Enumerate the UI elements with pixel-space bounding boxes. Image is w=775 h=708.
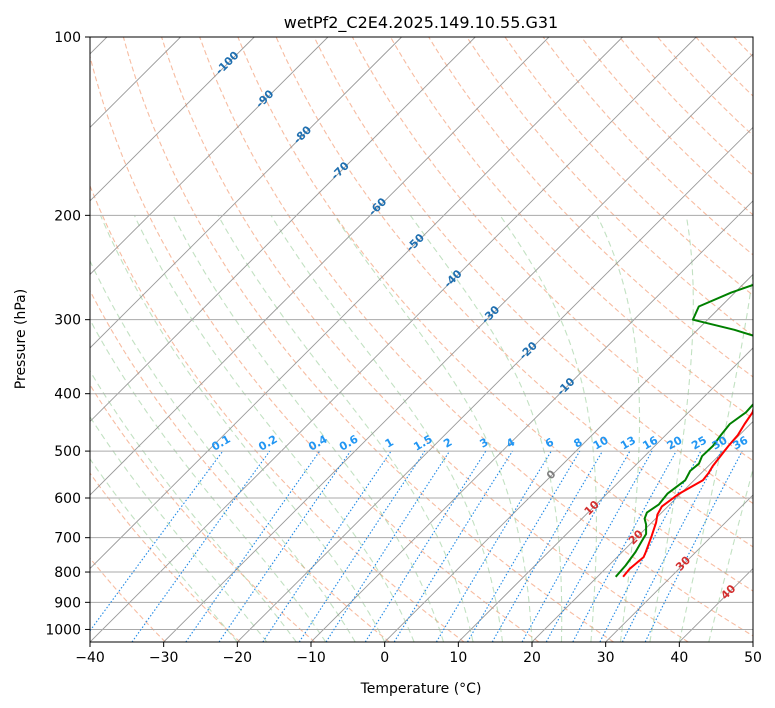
mixing-ratio-line bbox=[364, 450, 487, 642]
dry-adiabat bbox=[313, 37, 753, 505]
moist-adiabat bbox=[333, 214, 533, 642]
isotherm-line bbox=[163, 53, 753, 642]
moist-adiabat bbox=[99, 215, 386, 642]
y-tick-label: 300 bbox=[54, 313, 81, 329]
isotherm-line bbox=[90, 37, 550, 496]
chart-title: wetPf2_C2E4.2025.149.10.55.G31 bbox=[284, 13, 558, 33]
isotherm-line bbox=[90, 37, 476, 423]
x-tick-label: −30 bbox=[149, 650, 179, 666]
mixing-ratio-line bbox=[521, 450, 631, 642]
y-tick-label: 800 bbox=[54, 565, 81, 581]
isotherm-line bbox=[458, 347, 753, 642]
x-tick-label: 30 bbox=[597, 650, 615, 666]
isotherm-line bbox=[90, 37, 623, 570]
moist-adiabat bbox=[649, 215, 694, 642]
isotherm-line bbox=[90, 37, 329, 276]
y-axis-label: Pressure (hPa) bbox=[13, 289, 29, 389]
y-tick-label: 700 bbox=[54, 531, 81, 547]
x-tick-label: −10 bbox=[296, 650, 326, 666]
moist-adiabat bbox=[90, 259, 356, 642]
mixing-ratio-line bbox=[491, 450, 603, 642]
y-tick-label: 100 bbox=[54, 30, 81, 46]
mixing-ratio-line bbox=[131, 450, 271, 642]
dry-adiabat bbox=[90, 54, 540, 642]
mixing-ratio-line bbox=[545, 450, 653, 642]
mixing-ratio-line bbox=[621, 450, 722, 642]
dewpoint-profile bbox=[614, 283, 753, 578]
x-tick-label: −20 bbox=[223, 650, 253, 666]
dry-adiabat bbox=[90, 289, 390, 642]
y-tick-label: 200 bbox=[54, 208, 81, 224]
isotherm-line bbox=[384, 273, 753, 642]
y-tick-label: 500 bbox=[54, 444, 81, 460]
dry-adiabat bbox=[580, 37, 753, 216]
moist-adiabat bbox=[172, 215, 445, 642]
mixing-ratio-line bbox=[185, 450, 321, 642]
y-tick-label: 600 bbox=[54, 491, 81, 507]
mixing-ratio-line bbox=[298, 450, 426, 642]
isotherm-line bbox=[531, 420, 753, 642]
moist-adiabat bbox=[678, 270, 753, 642]
mixing-ratio-line bbox=[644, 450, 743, 642]
x-tick-label: 40 bbox=[670, 650, 688, 666]
moist-adiabat bbox=[133, 215, 415, 642]
x-tick-label: 10 bbox=[449, 650, 467, 666]
mixing-ratio-line bbox=[393, 450, 513, 642]
moist-adiabat bbox=[270, 215, 504, 642]
dry-adiabat bbox=[122, 37, 614, 642]
mixing-ratio-line bbox=[599, 450, 702, 642]
moist-adiabat bbox=[409, 214, 563, 642]
y-axis: 100 200 300 400 500 600 700 800 900 1000 bbox=[45, 30, 90, 638]
moist-adiabat bbox=[596, 215, 641, 642]
isotherm-line bbox=[237, 126, 753, 642]
plot-frame bbox=[89, 36, 754, 643]
mixing-ratio-line bbox=[572, 450, 677, 642]
dry-adiabat bbox=[90, 472, 241, 642]
dry-adiabat bbox=[161, 37, 689, 642]
x-axis: −40 −30 −20 −10 0 10 20 30 40 50 bbox=[75, 642, 762, 666]
moist-adiabat bbox=[90, 458, 238, 642]
dry-adiabat bbox=[466, 37, 753, 337]
x-tick-label: −40 bbox=[75, 650, 105, 666]
dry-adiabat bbox=[351, 37, 753, 462]
mixing-ratio-line bbox=[90, 450, 224, 632]
y-tick-label: 400 bbox=[54, 387, 81, 403]
moist-adiabat bbox=[90, 318, 327, 642]
profile-lines bbox=[614, 283, 753, 578]
moist-adiabat bbox=[90, 415, 268, 642]
moist-adiabat bbox=[90, 370, 297, 642]
isotherm-line bbox=[605, 494, 753, 642]
mixing-ratio-line bbox=[218, 450, 351, 642]
x-tick-label: 0 bbox=[380, 650, 389, 666]
moist-adiabat bbox=[217, 215, 474, 642]
x-axis-label: Temperature (°C) bbox=[360, 681, 482, 697]
moist-adiabat bbox=[499, 214, 597, 642]
dry-adiabat bbox=[275, 37, 753, 548]
isotherm-line bbox=[90, 37, 697, 642]
background-lines bbox=[90, 37, 753, 642]
isotherm-line bbox=[90, 37, 255, 202]
x-tick-label: 50 bbox=[744, 650, 762, 666]
y-tick-label: 1000 bbox=[45, 622, 81, 638]
temperature-profile bbox=[622, 406, 753, 578]
isotherm-line bbox=[90, 37, 402, 349]
dry-adiabat bbox=[504, 37, 753, 296]
isotherm-line bbox=[310, 200, 753, 642]
mixing-ratio-line bbox=[325, 450, 451, 642]
dry-adiabat bbox=[90, 383, 316, 642]
dry-adiabat bbox=[237, 37, 753, 592]
y-tick-label: 900 bbox=[54, 595, 81, 611]
x-tick-label: 20 bbox=[523, 650, 541, 666]
